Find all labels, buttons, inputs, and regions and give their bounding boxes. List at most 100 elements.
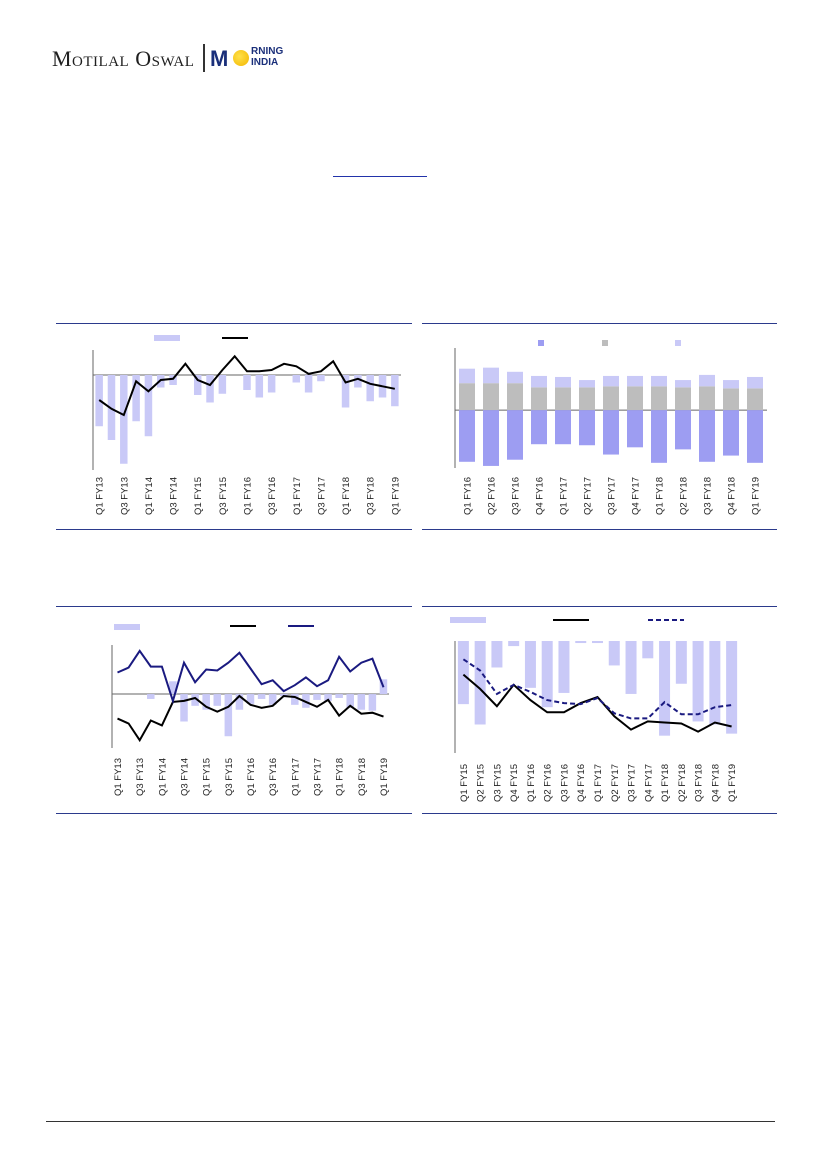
x-tick-label: Q1 FY15 (193, 477, 204, 515)
x-tick-label: Q2 FY15 (476, 764, 487, 802)
x-tick-label: Q3 FY17 (316, 477, 327, 515)
bar-3-q3-fy16 (507, 371, 523, 384)
x-tick-label: Q3 FY17 (313, 758, 324, 796)
x-tick-label: Q1 FY16 (526, 764, 537, 802)
bar-1-q1-fy17 (555, 410, 571, 445)
bar-q4-fy18 (709, 641, 721, 725)
legend-swatch-1 (154, 335, 180, 341)
series-line-1 (462, 673, 732, 733)
x-tick-label: Q3 FY18 (366, 477, 377, 515)
chart1-top-rule (56, 323, 412, 324)
bar-1-q4-fy16 (531, 410, 547, 445)
bar-q4-fy15 (508, 641, 520, 647)
bar-q1-fy17 (291, 694, 299, 705)
bar-q1-fy15 (202, 694, 210, 710)
bar-q3-fy15 (224, 694, 233, 737)
bar-1-q3-fy17 (603, 410, 619, 455)
sun-icon (233, 50, 249, 66)
chart-1: Q1 FY13 Q3 FY13 Q1 FY14 Q3 FY14 Q1 FY15 Q3 FY… (92, 335, 401, 515)
bar-q1-fy16 (243, 375, 251, 390)
bar-1-q1-fy16 (459, 410, 475, 462)
x-tick-label: Q2 FY18 (677, 764, 688, 802)
bar-1-q1-fy19 (747, 410, 763, 463)
chart3-top-rule (56, 606, 412, 607)
bar-q2-fy13 (107, 375, 116, 440)
bar-q1-fy15 (193, 375, 202, 395)
bar-1-q4-fy18 (723, 410, 739, 456)
bar-q2-fy17 (304, 375, 313, 393)
x-tick-label: Q3 FY18 (694, 764, 705, 802)
series-line-1 (117, 694, 384, 743)
bar-3-q2-fy17 (579, 380, 595, 388)
bar-2-q3-fy16 (507, 383, 523, 411)
bar-q3-fy15 (218, 375, 227, 394)
x-tick-label: Q1 FY17 (559, 477, 570, 515)
chart4-bottom-rule (422, 813, 777, 814)
bar-3-q3-fy18 (699, 374, 715, 387)
x-tick-label: Q3 FY16 (267, 477, 278, 515)
bar-1-q2-fy16 (483, 410, 499, 466)
hyperlink-underline[interactable] (333, 176, 427, 177)
x-tick-label: Q3 FY16 (560, 764, 571, 802)
x-tick-label: Q3 FY16 (511, 477, 522, 515)
x-tick-label: Q4 FY16 (535, 477, 546, 515)
bar-q2-fy18 (675, 641, 687, 684)
bar-q2-fy17 (608, 641, 620, 666)
bar-2-q4-fy16 (531, 387, 547, 411)
x-tick-label: Q2 FY16 (543, 764, 554, 802)
bar-3-q1-fy17 (555, 376, 571, 388)
x-tick-label: Q4 FY18 (710, 764, 721, 802)
bar-3-q1-fy18 (651, 375, 667, 387)
series-line-2 (462, 658, 732, 720)
bar-q2-fy16 (541, 641, 553, 708)
x-tick-label: Q4 FY18 (727, 477, 738, 515)
x-tick-label: Q1 FY19 (751, 477, 762, 515)
bar-3-q2-fy18 (675, 380, 691, 388)
x-tick-label: Q1 FY13 (95, 477, 106, 515)
bar-q2-fy18 (346, 694, 354, 708)
x-tick-label: Q3 FY14 (169, 477, 180, 515)
x-tick-label: Q1 FY18 (655, 477, 666, 515)
x-tick-label: Q2 FY17 (583, 477, 594, 515)
chart2-top-rule (422, 323, 777, 324)
bar-q1-fy18 (335, 694, 343, 698)
x-tick-label: Q3 FY18 (357, 758, 368, 796)
chart3-bottom-rule (56, 813, 412, 814)
bar-2-q2-fy16 (483, 383, 499, 411)
bar-q3-fy17 (317, 375, 325, 382)
bar-q3-fy17 (313, 694, 321, 700)
x-tick-label: Q2 FY16 (487, 477, 498, 515)
bar-1-q3-fy16 (507, 410, 523, 460)
bar-2-q1-fy18 (651, 386, 667, 411)
x-tick-label: Q1 FY18 (660, 764, 671, 802)
x-tick-label: Q1 FY17 (290, 758, 301, 796)
legend-swatch-1 (538, 340, 544, 346)
bar-3-q4-fy16 (531, 375, 547, 388)
x-tick-label: Q1 FY19 (379, 758, 390, 796)
x-tick-label: Q4 FY17 (631, 477, 642, 515)
x-tick-label: Q1 FY17 (292, 477, 303, 515)
bar-q1-fy16 (524, 641, 536, 688)
bar-1-q3-fy18 (699, 410, 715, 462)
bar-2-q3-fy18 (699, 386, 715, 411)
x-tick-label: Q2 FY17 (610, 764, 621, 802)
chart4-top-rule (422, 606, 777, 607)
x-tick-label: Q3 FY17 (627, 764, 638, 802)
logo-subtext-top: RNING (251, 46, 284, 57)
bar-q1-fy18 (659, 641, 671, 736)
bar-q4-fy13 (147, 694, 155, 699)
bar-q3-fy15 (491, 641, 503, 668)
bar-3-q2-fy16 (483, 367, 499, 384)
bar-q3-fy14 (180, 694, 188, 722)
x-tick-label: Q1 FY15 (459, 764, 470, 802)
x-tick-label: Q2 FY18 (679, 477, 690, 515)
bar-q1-fy19 (726, 641, 738, 734)
bar-3-q1-fy16 (459, 368, 475, 384)
bar-3-q4-fy18 (723, 380, 739, 389)
logo-wordmark: Motilal Oswal (52, 46, 195, 71)
x-tick-label: Q4 FY15 (509, 764, 520, 802)
bar-q1-fy14 (144, 375, 153, 437)
bar-q2-fy15 (213, 694, 222, 706)
x-tick-label: Q4 FY16 (576, 764, 587, 802)
chart-4: Q1 FY15 Q2 FY15 Q3 FY15 Q4 FY15 Q1 FY16 Q2 FY… (450, 617, 738, 802)
